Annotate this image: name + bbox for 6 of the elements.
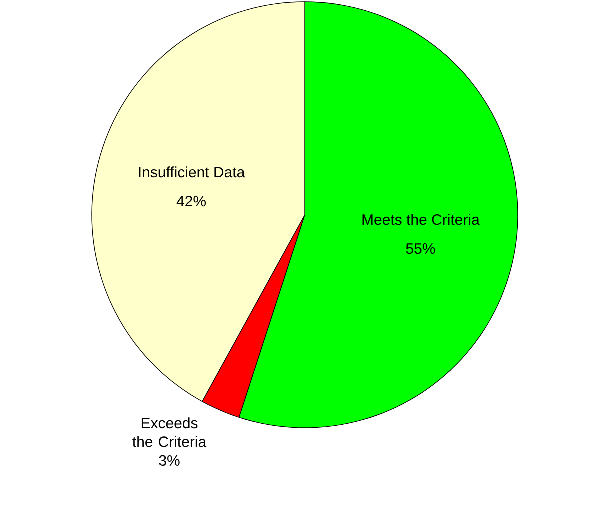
- data-label: 55%: [406, 244, 436, 254]
- slice-label: Meets the Criteria: [362, 214, 480, 226]
- data-label: 3%: [159, 455, 180, 466]
- data-label: 42%: [176, 196, 206, 207]
- slice-label: Insufficient Data: [139, 166, 246, 178]
- slice-label: Exceeds the Criteria: [132, 418, 207, 448]
